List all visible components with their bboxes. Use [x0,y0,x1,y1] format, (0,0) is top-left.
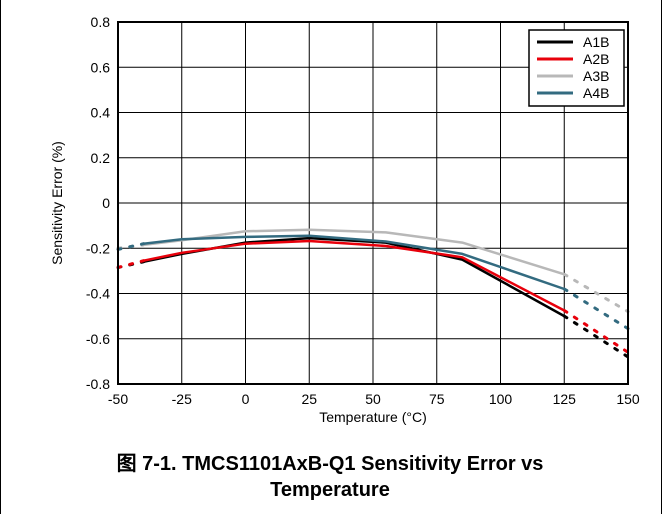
y-tick-label: -0.2 [86,240,110,256]
y-tick-label: 0.4 [91,105,111,121]
y-tick-label: 0.6 [91,59,111,75]
series-a2b-extrapolated-line [116,259,145,269]
figure-caption-line-1: 图 7-1. TMCS1101AxB-Q1 Sensitivity Error … [116,453,544,475]
series-a4b-extrapolated-line [562,287,630,331]
sensitivity-error-chart: -50 -25 0 25 50 75 100 125 150 -0.8 -0.6 -0.4 -0.2 0 0… [49,14,640,425]
series-a1b-extrapolated-line [562,314,630,359]
series-layer [116,228,630,359]
series-a4b-extrapolated-line [116,242,145,251]
x-tick-label: 75 [429,391,445,407]
legend-label-a3b: A3B [583,68,609,84]
series-a4b-line [143,234,565,291]
y-tick-label: -0.8 [86,376,110,392]
x-tick-label: 0 [242,391,250,407]
x-tick-label: -25 [172,391,192,407]
x-axis-title: Temperature (°C) [319,409,427,425]
y-tick-label: -0.4 [86,286,110,302]
y-tick-label: 0.8 [91,14,111,30]
figure-caption-line-2: Temperature [270,479,390,501]
x-tick-label: 100 [489,391,513,407]
series-a2b-extrapolated-line [562,309,630,354]
y-tick-label: 0 [102,195,110,211]
y-tick-label: 0.2 [91,150,111,166]
x-tick-label: 50 [365,391,381,407]
tick-label-layer: -50 -25 0 25 50 75 100 125 150 -0.8 -0.6 -0.4 -0.2 0 0… [86,14,640,407]
series-a3b-extrapolated-line [562,272,630,314]
y-axis-title: Sensitivity Error (%) [49,141,65,265]
x-tick-label: -50 [108,391,128,407]
x-tick-label: 25 [301,391,317,407]
x-tick-label: 150 [616,391,640,407]
legend-label-a1b: A1B [583,34,609,50]
legend-label-a2b: A2B [583,51,609,67]
x-tick-label: 125 [553,391,577,407]
y-tick-label: -0.6 [86,331,110,347]
legend-label-a4b: A4B [583,85,609,101]
plot-frame [117,21,629,385]
series-a2b-line [143,239,565,312]
